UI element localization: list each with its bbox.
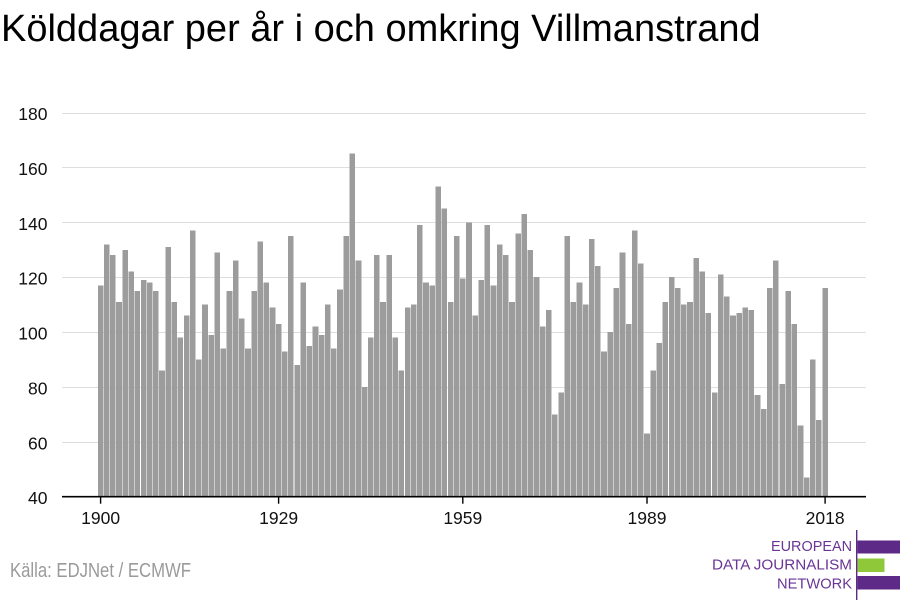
svg-text:1929: 1929 [259, 508, 298, 528]
svg-text:EUROPEAN: EUROPEAN [771, 538, 852, 555]
svg-text:NETWORK: NETWORK [777, 575, 852, 592]
svg-text:140: 140 [18, 214, 47, 234]
svg-text:120: 120 [18, 269, 47, 289]
svg-text:60: 60 [28, 433, 48, 453]
svg-text:2018: 2018 [806, 508, 845, 528]
svg-text:180: 180 [18, 104, 47, 124]
svg-text:100: 100 [18, 324, 47, 344]
svg-text:80: 80 [28, 378, 48, 398]
svg-text:Kölddagar per år i och omkring: Kölddagar per år i och omkring Villmanst… [1, 8, 761, 50]
svg-text:40: 40 [28, 488, 48, 508]
svg-text:DATA JOURNALISM: DATA JOURNALISM [712, 557, 852, 574]
svg-text:Källa: EDJNet / ECMWF: Källa: EDJNet / ECMWF [10, 560, 191, 582]
svg-text:1959: 1959 [443, 508, 482, 528]
svg-text:1900: 1900 [81, 508, 120, 528]
svg-text:160: 160 [18, 159, 47, 179]
svg-text:1989: 1989 [628, 508, 667, 528]
